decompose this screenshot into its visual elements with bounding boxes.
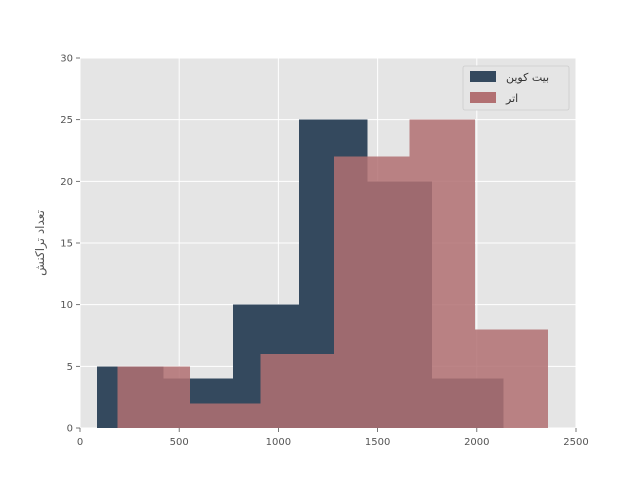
legend-swatch-ether <box>470 92 496 103</box>
x-tick-label: 1500 <box>365 437 390 448</box>
x-axis-ticks: 0 500 1000 1500 2000 2500 <box>77 428 589 448</box>
histogram-bar-ether <box>409 119 475 429</box>
x-tick-label: 1000 <box>266 437 291 448</box>
y-tick-label: 25 <box>60 115 73 126</box>
legend-label-bitcoin: بیت کوین <box>506 71 549 84</box>
y-tick-label: 15 <box>60 239 73 250</box>
x-tick-label: 0 <box>77 437 83 448</box>
legend: بیت کوین اتر <box>462 65 570 111</box>
histogram-bar-ether <box>367 156 410 428</box>
histogram-bar-ether <box>474 329 549 428</box>
x-tick-label: 2000 <box>464 437 489 448</box>
legend-swatch-bitcoin <box>470 71 496 82</box>
bars-group <box>96 119 549 429</box>
y-axis-ticks: 0 5 10 15 20 25 30 <box>60 54 80 435</box>
histogram-bar-ether <box>117 366 164 428</box>
y-tick-label: 0 <box>67 424 73 435</box>
y-tick-label: 5 <box>67 362 73 373</box>
histogram-bar-ether <box>190 403 261 428</box>
x-tick-label: 2500 <box>563 437 588 448</box>
y-tick-label: 30 <box>60 54 73 65</box>
y-axis-label: تعداد تراکنش <box>33 210 48 276</box>
histogram-bar-ether <box>260 354 334 428</box>
y-tick-label: 10 <box>60 300 73 311</box>
legend-label-ether: اتر <box>505 92 518 105</box>
histogram-bar-ether <box>163 366 191 428</box>
histogram-bar-bitcoin <box>96 366 118 428</box>
x-tick-label: 500 <box>170 437 189 448</box>
y-tick-label: 20 <box>60 177 73 188</box>
histogram-bar-ether <box>333 156 368 428</box>
